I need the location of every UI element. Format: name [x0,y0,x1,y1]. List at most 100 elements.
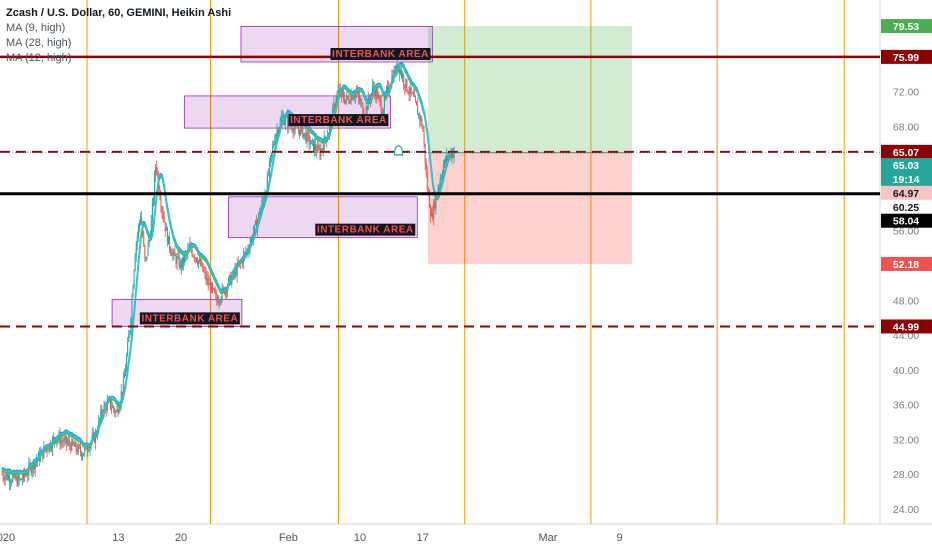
candle-body [193,255,195,259]
candle-body [191,250,193,256]
candle-body [309,143,311,145]
candle-body [83,453,85,456]
candle-body [378,94,380,98]
candle-body [379,97,381,101]
candle-body [419,113,421,121]
candle-body [361,101,363,104]
candle-body [209,283,211,293]
candle-body [434,202,436,209]
candle-body [75,442,77,450]
symbol-title: Zcash / U.S. Dollar, 60, GEMINI, Heikin … [6,7,232,19]
ma-line [1,63,455,474]
price-label-background [881,185,932,200]
candle-body [304,132,306,134]
price-tick-label: 28.00 [893,469,919,481]
candle-body [67,442,69,444]
candle-body [163,217,165,222]
candle-body [270,156,271,162]
zone-label-background [288,114,389,127]
candle-body [360,101,362,103]
profit-zone [428,26,633,153]
candle-body [69,440,71,445]
candle-body [131,297,133,319]
candle-body [148,238,150,243]
candle-body [213,288,215,290]
candle-body [173,251,175,254]
candle-body [2,474,4,478]
candle-body [292,130,294,133]
candle-body [351,95,353,100]
candle-body [140,217,142,222]
candle-body [82,455,84,457]
candle-body [423,131,425,144]
candle-body [407,90,409,94]
candle-body [425,163,427,173]
position-tool [428,26,633,264]
candle-body [433,202,435,219]
candle-body [447,155,449,160]
zone-label-background [315,223,416,236]
candle-body [275,134,277,141]
candle-body [260,207,262,215]
candle-body [184,255,186,263]
candle-body [413,96,415,98]
candle-body [272,146,274,153]
candle-body [312,140,314,152]
candle-body [443,159,445,166]
candle-body [310,140,312,144]
candle-body [202,263,204,271]
candle-body [306,132,308,143]
candle-body [416,101,418,106]
candle-body [411,93,413,94]
candle-body [380,100,382,112]
candle-body [3,477,5,481]
candle-body [426,172,428,191]
candle-body [212,283,214,289]
candle-body [308,134,310,145]
candle-body [422,126,424,132]
candle-body [298,129,300,135]
candle-body [125,369,127,376]
price-label: 65.03 [893,160,919,172]
candle-body [258,212,260,221]
candle-body [150,220,152,237]
candle-body [171,252,173,256]
candle-body [398,67,400,74]
candle-body [170,248,172,253]
candle-body [181,257,183,268]
candle-body [14,472,16,479]
candle-body [263,198,265,199]
candle-body [451,153,453,158]
candle-body [401,70,403,78]
ma-9-legend: MA (9, high) [6,22,66,34]
candle-body [147,242,149,256]
candle-body [366,106,368,110]
time-tick-label: 20 [175,532,187,544]
ma-12-legend: MA (12, high) [6,52,72,64]
candle-body [441,173,443,178]
candle-body [100,409,102,419]
candle-body [120,391,122,404]
candle-body [439,179,441,186]
candle-body [253,224,255,234]
candle-body [113,406,115,410]
candle-body [169,235,171,249]
price-label-background [881,144,932,159]
price-tick-label: 72.00 [893,87,919,99]
candle-body [136,235,138,244]
price-label: 64.97 [893,188,919,200]
candle-body [151,204,153,221]
candle-body [222,287,224,289]
price-label-background [881,49,932,64]
candle-body [317,145,319,153]
time-tick-label: Feb [279,532,298,544]
candle-body [5,473,7,477]
candle-body [19,478,21,480]
candle-body [404,84,406,88]
candle-body [377,94,379,99]
candle-body [88,449,90,451]
price-tick-label: 68.00 [893,121,919,133]
